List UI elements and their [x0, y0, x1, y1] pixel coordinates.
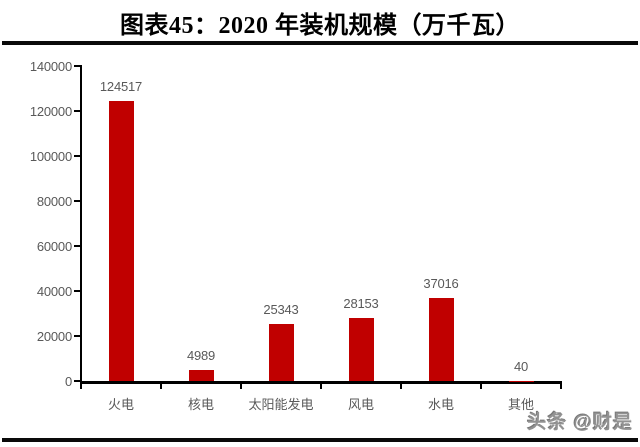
y-axis-tick: [74, 110, 80, 112]
bar-value-label: 37016: [423, 275, 459, 291]
x-category-label: 水电: [427, 397, 454, 412]
x-category-label: 其他: [507, 397, 534, 412]
bar-value-label: 4989: [186, 347, 216, 363]
top-divider: [2, 41, 638, 45]
y-tick-label: 0: [64, 374, 72, 389]
x-axis-tick: [240, 384, 242, 389]
y-axis-tick: [74, 380, 80, 382]
y-tick-label: 40000: [36, 284, 72, 299]
x-category-label: 太阳能发电: [248, 397, 314, 412]
x-axis-tick: [560, 384, 562, 389]
bottom-divider: [2, 438, 638, 442]
y-axis-tick: [74, 335, 80, 337]
x-category-label: 风电: [347, 397, 374, 412]
bar: [268, 323, 294, 381]
x-axis-tick: [80, 384, 82, 389]
y-tick-label: 100000: [29, 149, 72, 164]
x-axis-tick: [160, 384, 162, 389]
y-axis-tick: [74, 290, 80, 292]
x-axis-tick: [320, 384, 322, 389]
bar: [348, 317, 374, 381]
bar: [188, 369, 214, 381]
y-axis-tick: [74, 155, 80, 157]
y-tick-label: 80000: [36, 194, 72, 209]
y-tick-label: 60000: [36, 239, 72, 254]
bar-value-label: 40: [513, 358, 529, 374]
y-tick-label: 120000: [29, 104, 72, 119]
chart-title: 图表45：2020 年装机规模（万千瓦）: [120, 13, 520, 39]
bar-value-label: 25343: [263, 301, 299, 317]
y-axis-tick: [74, 200, 80, 202]
bar: [108, 100, 134, 381]
y-tick-label: 140000: [29, 59, 72, 74]
x-category-label: 火电: [107, 397, 134, 412]
y-axis-tick: [74, 245, 80, 247]
watermark: 头条 @财是: [527, 412, 633, 433]
x-axis-tick: [400, 384, 402, 389]
y-axis-line: [80, 65, 82, 384]
x-category-label: 核电: [187, 397, 214, 412]
x-axis-line: [80, 381, 562, 384]
x-axis-tick: [480, 384, 482, 389]
bar-value-label: 124517: [99, 78, 143, 94]
bar: [428, 297, 454, 381]
bar-value-label: 28153: [343, 295, 379, 311]
y-axis-tick: [74, 65, 80, 67]
y-tick-label: 20000: [36, 329, 72, 344]
